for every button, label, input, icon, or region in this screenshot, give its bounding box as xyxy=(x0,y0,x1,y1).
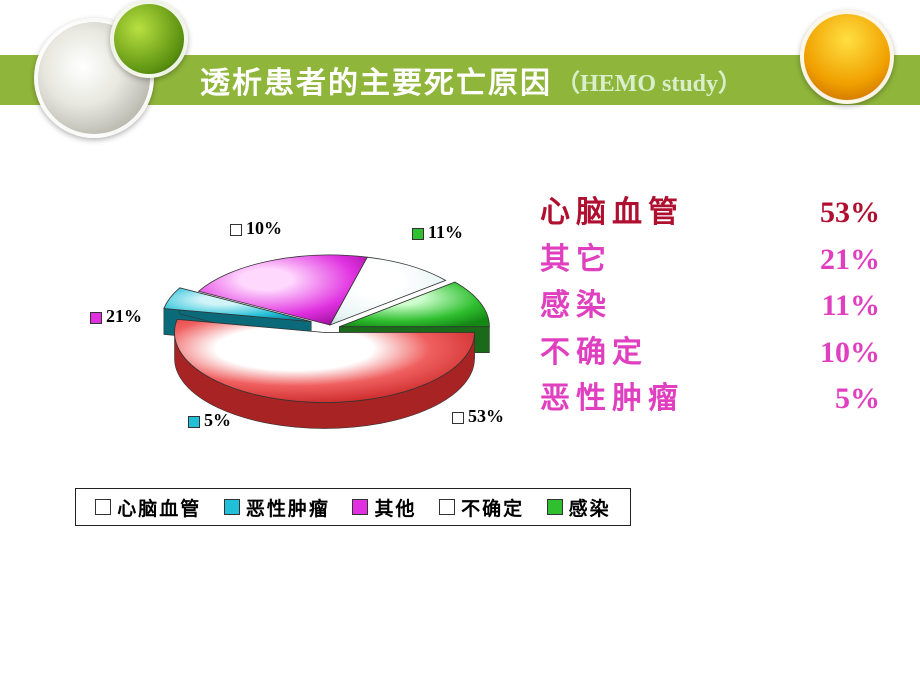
pie-label-text: 53% xyxy=(468,406,504,426)
pie-label-infect: 11% xyxy=(412,222,463,243)
pie-label-text: 11% xyxy=(428,222,463,242)
pie-label-marker xyxy=(412,228,424,240)
stat-label: 不确定 xyxy=(540,330,648,377)
legend-label: 其他 xyxy=(374,494,416,521)
pie-label-other: 21% xyxy=(90,306,142,327)
stats-list: 心脑血管 53% 其它 21% 感染 11% 不确定 10% 恶性肿瘤 5% xyxy=(540,190,880,423)
legend-item-1: 恶性肿瘤 xyxy=(224,494,330,521)
stat-value: 11% xyxy=(822,283,880,330)
legend-item-0: 心脑血管 xyxy=(95,494,201,521)
legend-label: 感染 xyxy=(569,494,611,521)
legend-swatch xyxy=(224,499,240,515)
deco-circle-leaf xyxy=(110,0,188,78)
pie-label-marker xyxy=(90,312,102,324)
stat-value: 10% xyxy=(820,330,880,377)
pie-chart: 53% 5% 21% 10% 11% xyxy=(60,210,510,460)
stat-label: 恶性肿瘤 xyxy=(540,376,684,423)
legend-swatch xyxy=(439,499,455,515)
legend-item-3: 不确定 xyxy=(439,494,524,521)
stat-row-3: 不确定 10% xyxy=(540,330,880,377)
pie-label-cardio: 53% xyxy=(452,406,504,427)
legend-label: 心脑血管 xyxy=(117,494,201,521)
legend-label: 不确定 xyxy=(461,494,524,521)
deco-circle-flower xyxy=(800,10,894,104)
pie-label-tumor: 5% xyxy=(188,410,231,431)
legend-swatch xyxy=(95,499,111,515)
legend-label: 恶性肿瘤 xyxy=(246,494,330,521)
slide-subtitle: （HEMO study） xyxy=(556,63,742,98)
legend-swatch xyxy=(547,499,563,515)
pie-svg xyxy=(60,210,510,460)
stat-value: 21% xyxy=(820,237,880,284)
pie-label-marker xyxy=(452,412,464,424)
legend-item-2: 其他 xyxy=(352,494,416,521)
stat-row-0: 心脑血管 53% xyxy=(540,190,880,237)
stat-label: 感染 xyxy=(540,283,612,330)
pie-label-text: 5% xyxy=(204,410,231,430)
stat-label: 其它 xyxy=(540,237,612,284)
legend-item-4: 感染 xyxy=(547,494,611,521)
stat-row-4: 恶性肿瘤 5% xyxy=(540,376,880,423)
stat-row-2: 感染 11% xyxy=(540,283,880,330)
pie-label-marker xyxy=(188,416,200,428)
legend-swatch xyxy=(352,499,368,515)
stat-value: 5% xyxy=(835,376,880,423)
stat-row-1: 其它 21% xyxy=(540,237,880,284)
pie-label-marker xyxy=(230,224,242,236)
pie-label-text: 10% xyxy=(246,218,282,238)
legend: 心脑血管 恶性肿瘤 其他 不确定 感染 xyxy=(75,488,631,526)
slide-title: 透析患者的主要死亡原因 xyxy=(200,58,552,102)
stat-label: 心脑血管 xyxy=(540,190,684,237)
pie-label-text: 21% xyxy=(106,306,142,326)
pie-label-unknown: 10% xyxy=(230,218,282,239)
stat-value: 53% xyxy=(820,190,880,237)
